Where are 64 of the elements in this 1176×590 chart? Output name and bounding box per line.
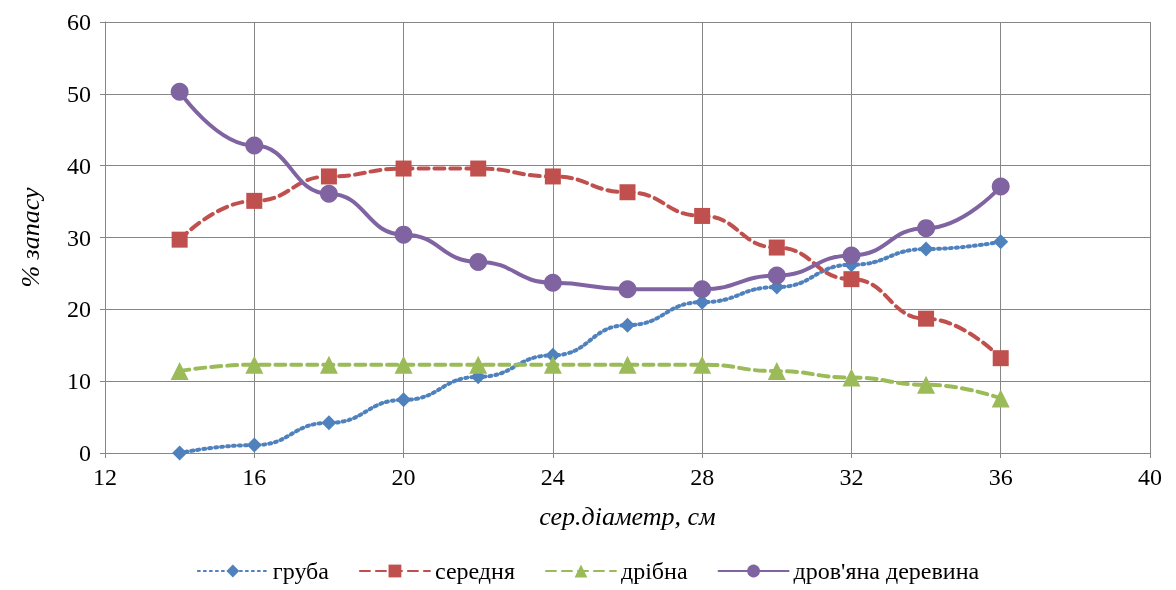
- y-tick-label: 40: [67, 152, 91, 179]
- x-tick-label: 20: [391, 464, 416, 490]
- x-tick-label: 40: [1138, 464, 1162, 490]
- x-tick-label: 24: [540, 464, 565, 490]
- point: [693, 355, 712, 374]
- point: [992, 350, 1009, 367]
- point: [618, 280, 637, 299]
- point: [395, 160, 412, 177]
- y-tick-label: 20: [67, 296, 91, 323]
- legend-label: середня: [434, 558, 515, 584]
- point: [843, 271, 860, 288]
- point: [544, 168, 561, 185]
- point: [394, 355, 413, 374]
- y-tick-label: 50: [67, 80, 91, 107]
- point: [842, 246, 861, 265]
- point: [469, 252, 488, 271]
- point: [543, 355, 562, 374]
- point: [618, 355, 637, 374]
- point: [394, 225, 413, 244]
- x-tick-label: 12: [93, 464, 117, 490]
- point: [918, 310, 935, 327]
- y-tick-label: 30: [67, 224, 91, 251]
- point: [918, 241, 934, 257]
- y-axis-title: % запасу: [15, 186, 45, 288]
- point: [767, 362, 786, 381]
- point: [470, 160, 487, 177]
- point: [320, 168, 337, 185]
- x-tick-label: 36: [988, 464, 1013, 490]
- point: [245, 355, 264, 374]
- y-tick-label: 0: [79, 440, 91, 466]
- point: [619, 184, 636, 201]
- y-tick-label: 10: [67, 368, 91, 395]
- point: [991, 389, 1010, 408]
- point: [321, 415, 337, 431]
- point: [768, 239, 785, 256]
- point: [469, 355, 488, 374]
- point: [170, 362, 189, 381]
- point: [767, 266, 786, 285]
- point: [396, 392, 412, 408]
- point: [543, 273, 562, 292]
- point: [319, 355, 338, 374]
- point: [245, 136, 264, 155]
- point: [246, 437, 262, 453]
- point: [620, 317, 635, 333]
- point: [693, 280, 712, 299]
- y-tick-label: 60: [67, 9, 91, 35]
- point: [991, 177, 1010, 196]
- point: [171, 231, 188, 248]
- legend-label: груба: [272, 558, 330, 584]
- x-tick-label: 16: [242, 464, 267, 490]
- point: [993, 234, 1009, 250]
- x-tick-label: 32: [839, 464, 864, 490]
- point: [172, 445, 188, 461]
- point: [917, 375, 936, 394]
- point: [694, 207, 711, 224]
- point: [319, 184, 338, 203]
- point: [170, 82, 189, 101]
- point: [246, 192, 263, 209]
- x-axis-title: сер.діаметр, см: [539, 501, 716, 531]
- point: [842, 368, 861, 387]
- x-tick-label: 28: [690, 464, 715, 490]
- legend-label: дрібна: [620, 558, 688, 584]
- legend-label: дров'яна деревина: [793, 558, 980, 584]
- point: [917, 219, 936, 238]
